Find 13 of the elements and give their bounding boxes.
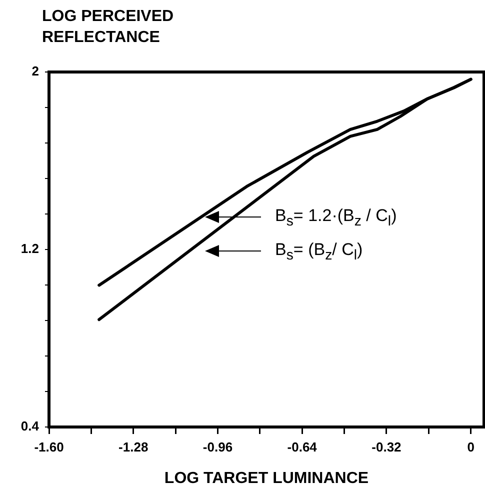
annotation: B$_{s}$= (B$_{z}$/ C$_{l}$) <box>275 240 363 266</box>
x-tick-label: -0.64 <box>287 439 318 454</box>
x-axis-title: LOG TARGET LUMINANCE <box>163 470 370 488</box>
x-tick-label: -0.96 <box>202 439 233 454</box>
text: -1.28 <box>118 439 148 454</box>
y-tick-label: 1.2 <box>20 241 39 256</box>
y-axis-title: LOG PERCEIVED REFLECTANCE <box>42 7 175 48</box>
y-tick-label: 0.4 <box>20 418 40 434</box>
y-tick-label: 2 <box>32 64 39 79</box>
x-tick-label: -0.32 <box>372 439 402 454</box>
x-tick-label: 0 <box>467 439 474 454</box>
x-tick-label: -1.60 <box>34 439 64 454</box>
annotation: B$_{s}$= 1.2·(B$_{z}$ / C$_{l}$) <box>275 206 397 232</box>
